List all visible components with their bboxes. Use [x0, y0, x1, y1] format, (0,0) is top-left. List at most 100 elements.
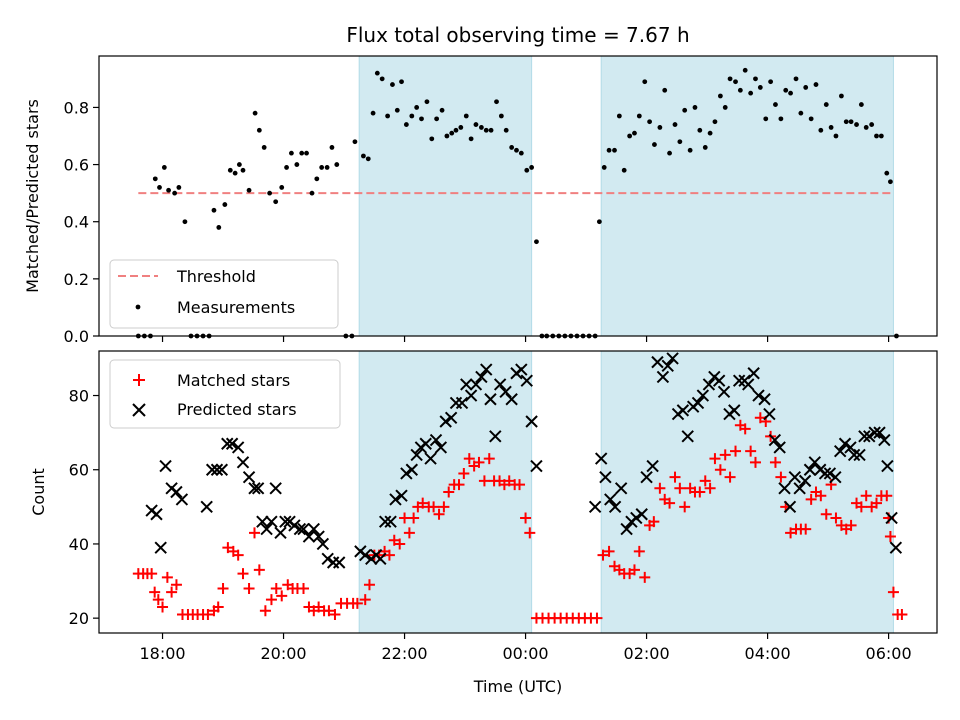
measurement-point [672, 122, 678, 127]
matched-stars-point [170, 579, 182, 591]
matched-stars-point [276, 590, 288, 602]
threshold-legend-label: Threshold [176, 267, 256, 286]
predicted-stars-point [260, 522, 273, 536]
matched-stars-point [408, 512, 420, 524]
measurement-point [753, 76, 758, 82]
measurement-point [498, 113, 504, 119]
measurement-point [473, 122, 479, 127]
matched-stars-point [351, 597, 363, 609]
measurement-point [424, 99, 430, 105]
figure-title: Flux total observing time = 7.67 h [346, 23, 689, 47]
matched-stars-point [463, 453, 475, 465]
measurement-point [166, 187, 171, 193]
predicted-stars-point [378, 515, 392, 528]
matched-stars-point [709, 453, 721, 465]
predicted-stars-point [829, 470, 842, 484]
matched-stars-point [674, 482, 686, 494]
predicted-stars-point [316, 537, 330, 551]
predicted-stars-point [480, 363, 493, 376]
matched-stars-point [745, 445, 757, 457]
measurement-point [365, 156, 371, 162]
predicted-stars-point [702, 378, 716, 391]
y-tick-label: 0.0 [64, 327, 89, 346]
matched-stars-point [383, 549, 395, 561]
measurement-point [483, 127, 489, 133]
matched-stars-point [815, 490, 827, 502]
matched-stars-point [270, 582, 282, 594]
predicted-stars-point [798, 474, 812, 488]
measurement-point [813, 82, 819, 87]
matched-stars-point [217, 582, 229, 594]
y-tick-label: 0.8 [64, 98, 89, 117]
predicted-stars-point [881, 459, 894, 473]
predicted-stars-point [424, 452, 437, 465]
measurement-point [687, 147, 693, 153]
predicted-stars-point [150, 508, 163, 521]
predicted-stars-point [732, 374, 746, 387]
measurement-point [157, 185, 162, 190]
measurement-point [414, 105, 420, 110]
measurement-point [222, 202, 228, 207]
count-axis-ticks: 18:00 20:00 22:00 00:00 02:00 04:00 06:00 20 40 6… [69, 387, 912, 663]
measurement-point [304, 150, 309, 156]
measurement-point [172, 190, 178, 196]
matched-stars-point [664, 497, 676, 509]
predicted-stars-point [332, 556, 346, 569]
predicted-stars-point [588, 500, 602, 514]
measurement-point [601, 165, 607, 170]
matched-stars-point [298, 582, 310, 594]
predicted-stars-point [389, 493, 402, 506]
predicted-stars-point [484, 393, 497, 406]
measurement-point [279, 185, 285, 190]
predicted-stars-point [620, 522, 633, 536]
matched-stars-point [694, 486, 706, 498]
predicted-stars-point [410, 448, 423, 462]
predicted-stars-point [312, 530, 325, 543]
matched-stars-point [433, 508, 445, 520]
measurement-point [494, 99, 499, 105]
predicted-stars-point [225, 437, 239, 450]
matched-stars-point [152, 594, 164, 606]
matched-stars-point [146, 568, 158, 580]
measurement-point [374, 70, 380, 76]
predicted-stars-point [505, 393, 518, 406]
measurement-point [232, 170, 238, 176]
matched-stars-point [403, 527, 415, 539]
measurement-point [888, 179, 893, 185]
x-tick-label: 04:00 [745, 644, 791, 663]
matched-stars-point [597, 549, 609, 561]
predicted-stars-point [885, 511, 898, 525]
measurement-point [828, 125, 834, 130]
measurement-point [884, 170, 890, 176]
measurement-point [707, 130, 713, 136]
matched-stars-point [363, 579, 375, 591]
count-legend-box [109, 359, 341, 429]
measurement-point [763, 116, 769, 122]
matched-stars-point [253, 564, 265, 576]
predicted-stars-point [419, 437, 432, 450]
matched-stars-point [237, 568, 249, 580]
measurement-point [869, 122, 875, 127]
predicted-stars-point [429, 433, 443, 447]
predicted-stars-point [326, 556, 340, 569]
matched-stars-point [739, 423, 751, 435]
y-tick-label: 80 [69, 387, 89, 406]
measurement-point [390, 82, 395, 87]
y-tick-label: 0.6 [64, 156, 89, 175]
measurement-point [727, 76, 733, 82]
y-tick-label: 20 [69, 609, 89, 628]
matched-stars-point [749, 456, 761, 468]
measurement-point [444, 133, 450, 139]
measurement-point [256, 127, 262, 133]
predicted-stars-point [778, 482, 791, 495]
matched-stars-point [438, 501, 450, 513]
matched-stars-point [265, 594, 277, 606]
measurement-point [284, 165, 289, 170]
matched-stars-point [669, 471, 681, 483]
predicted-stars-point [175, 493, 189, 506]
measurement-point [370, 110, 376, 116]
measurement-point [733, 79, 738, 85]
matched-stars-point [820, 508, 832, 520]
predicted-stars-point [838, 437, 852, 450]
ratio-axis-ticks: 0.0 0.2 0.4 0.6 0.8 [64, 98, 890, 346]
